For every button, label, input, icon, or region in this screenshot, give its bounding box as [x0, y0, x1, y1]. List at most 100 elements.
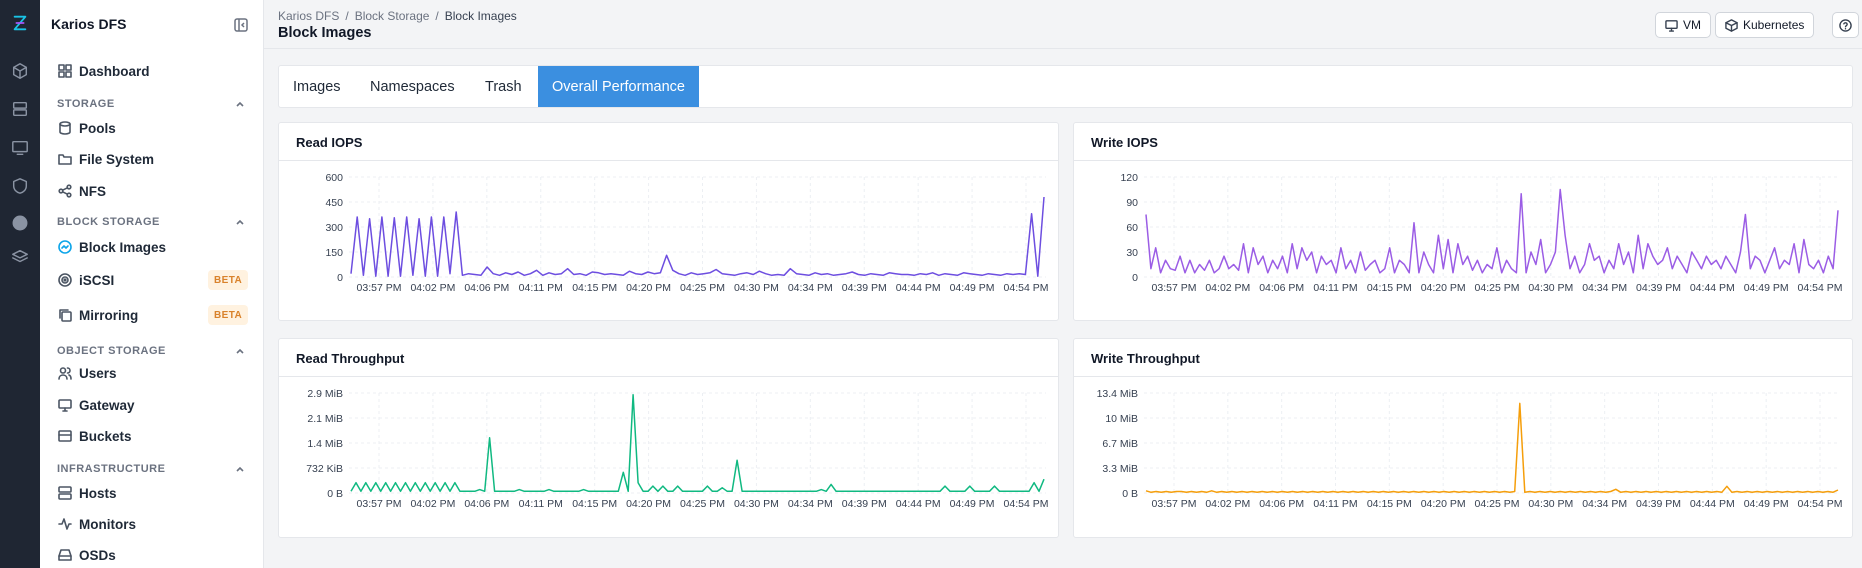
shield-icon[interactable]: [9, 175, 31, 197]
x-tick-label: 04:15 PM: [1367, 498, 1412, 510]
copy-icon: [58, 308, 73, 323]
tab-overall-performance[interactable]: Overall Performance: [538, 66, 699, 107]
breadcrumb-link[interactable]: Block Storage: [354, 9, 430, 23]
chevron-up-icon[interactable]: [234, 97, 246, 109]
hard-drive-icon: [58, 548, 73, 563]
folder-icon: [58, 152, 73, 167]
users-icon: [58, 366, 73, 381]
sidebar-item-monitors[interactable]: Monitors: [58, 513, 136, 535]
tab-namespaces[interactable]: Namespaces: [370, 78, 455, 95]
monitor-icon: [1665, 19, 1678, 32]
beta-badge: BETA: [208, 270, 249, 290]
x-tick-label: 04:06 PM: [1259, 498, 1304, 510]
help-button[interactable]: [1832, 12, 1859, 38]
x-tick-label: 04:44 PM: [1690, 282, 1735, 294]
sidebar-item-osds[interactable]: OSDs: [58, 544, 116, 566]
tab-trash[interactable]: Trash: [485, 78, 522, 95]
y-tick-label: 0 B: [327, 488, 343, 500]
tab-images[interactable]: Images: [293, 78, 341, 95]
x-tick-label: 04:15 PM: [572, 498, 617, 510]
section-storage: STORAGE: [57, 98, 115, 110]
sidebar-item-buckets[interactable]: Buckets: [58, 425, 132, 447]
x-tick-label: 04:49 PM: [1744, 498, 1789, 510]
y-tick-label: 90: [1126, 197, 1138, 209]
collapse-sidebar-icon[interactable]: [233, 17, 249, 33]
sidebar-item-gateway[interactable]: Gateway: [58, 394, 135, 416]
x-tick-label: 04:06 PM: [464, 498, 509, 510]
grid-icon: [58, 63, 73, 79]
panel-title: Read Throughput: [296, 351, 405, 366]
x-tick-label: 03:57 PM: [1152, 498, 1197, 510]
x-tick-label: 04:49 PM: [950, 498, 995, 510]
panel-title: Read IOPS: [296, 135, 363, 150]
sidebar-item-pools[interactable]: Pools: [58, 117, 116, 139]
icon-rail: [0, 0, 40, 568]
section-block-storage: BLOCK STORAGE: [57, 216, 160, 228]
chevron-up-icon[interactable]: [234, 462, 246, 474]
y-tick-label: 150: [325, 247, 343, 259]
kubernetes-button[interactable]: Kubernetes: [1715, 12, 1815, 38]
x-tick-label: 04:11 PM: [519, 282, 563, 294]
package-icon: [1725, 18, 1738, 32]
x-tick-label: 04:20 PM: [1421, 498, 1466, 510]
sidebar-item-hosts[interactable]: Hosts: [58, 482, 117, 504]
sidebar-item-file-system[interactable]: File System: [58, 148, 154, 170]
x-tick-label: 04:34 PM: [788, 282, 833, 294]
kubernetes-button-label: Kubernetes: [1743, 18, 1805, 32]
x-tick-label: 04:02 PM: [1205, 282, 1250, 294]
sidebar-item-block-images[interactable]: Block Images: [58, 236, 166, 258]
y-tick-label: 600: [325, 172, 343, 184]
sidebar-item-nfs[interactable]: NFS: [58, 180, 106, 202]
beta-badge: BETA: [208, 305, 249, 325]
x-tick-label: 04:54 PM: [1798, 498, 1843, 510]
chevron-up-icon[interactable]: [234, 344, 246, 356]
y-tick-label: 2.9 MiB: [307, 388, 343, 400]
sidebar-item-iscsi[interactable]: iSCSI: [58, 269, 114, 291]
x-tick-label: 04:11 PM: [1313, 282, 1357, 294]
x-tick-label: 04:02 PM: [410, 282, 455, 294]
y-tick-label: 30: [1126, 247, 1138, 259]
x-tick-label: 04:34 PM: [788, 498, 833, 510]
server-icon[interactable]: [9, 98, 31, 120]
breadcrumb-link[interactable]: Karios DFS: [278, 9, 340, 23]
section-object-storage: OBJECT STORAGE: [57, 345, 166, 357]
x-tick-label: 04:20 PM: [626, 498, 671, 510]
panel-title: Write IOPS: [1091, 135, 1158, 150]
sidebar-item-label: Mirroring: [79, 307, 139, 323]
sidebar-item-dashboard[interactable]: Dashboard: [58, 60, 150, 82]
sidebar-item-label: Block Images: [79, 239, 167, 255]
breadcrumb-separator: /: [345, 9, 349, 23]
series-line: [350, 393, 1045, 493]
vm-button[interactable]: VM: [1655, 12, 1711, 38]
logo-icon[interactable]: [9, 12, 31, 34]
chevron-up-icon[interactable]: [234, 215, 246, 227]
y-tick-label: 2.1 MiB: [307, 413, 343, 425]
vm-button-label: VM: [1683, 18, 1701, 32]
tab-bar: Images Namespaces Trash Overall Performa…: [278, 65, 1853, 108]
read-iops-panel: Read IOPS 0 150 300 450 600 03:57 PM 04:02 PM 0…: [278, 122, 1059, 321]
breadcrumb-separator: /: [435, 9, 439, 23]
layers-icon[interactable]: [9, 246, 31, 268]
x-tick-label: 04:34 PM: [1582, 282, 1627, 294]
x-tick-label: 04:30 PM: [1528, 282, 1573, 294]
cube-icon[interactable]: [9, 60, 31, 82]
x-tick-label: 04:44 PM: [896, 282, 941, 294]
breadcrumb: Karios DFS / Block Storage / Block Image…: [278, 9, 517, 23]
x-tick-label: 04:02 PM: [410, 498, 455, 510]
x-tick-label: 04:30 PM: [1528, 498, 1573, 510]
sidebar-item-label: File System: [79, 151, 155, 167]
y-tick-label: 450: [325, 197, 343, 209]
x-tick-label: 03:57 PM: [1152, 282, 1197, 294]
monitor-icon[interactable]: [9, 137, 31, 159]
x-tick-label: 04:15 PM: [1367, 282, 1412, 294]
sidebar-item-users[interactable]: Users: [58, 362, 117, 384]
section-infrastructure: INFRASTRUCTURE: [57, 463, 166, 475]
x-tick-label: 04:25 PM: [1475, 282, 1520, 294]
series-line: [1145, 402, 1839, 494]
y-tick-label: 1.4 MiB: [307, 438, 343, 450]
sidebar-item-mirroring[interactable]: Mirroring: [58, 304, 138, 326]
page-title: Block Images: [278, 25, 372, 41]
breadcrumb-current: Block Images: [444, 9, 517, 23]
globe-icon[interactable]: [9, 212, 31, 234]
activity-icon: [58, 517, 73, 532]
